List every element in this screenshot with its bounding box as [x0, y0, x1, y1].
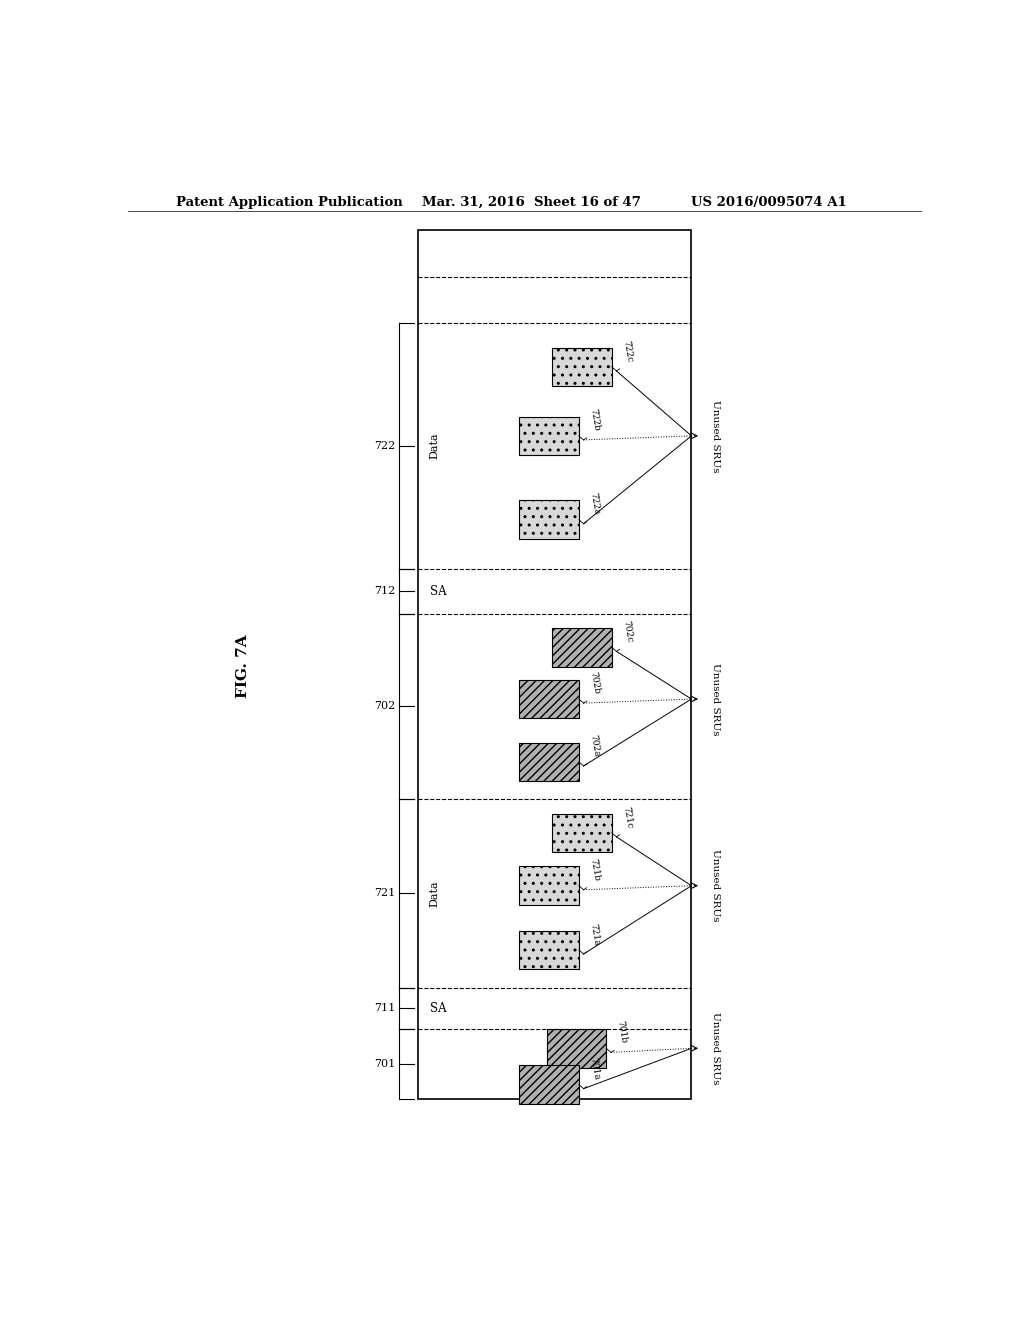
Text: 721a: 721a: [589, 923, 601, 946]
Text: 701a: 701a: [589, 1057, 601, 1081]
Text: Data: Data: [430, 880, 439, 907]
Text: 701: 701: [374, 1059, 395, 1069]
Text: 712: 712: [374, 586, 395, 597]
Bar: [552, 628, 611, 667]
Text: FIG. 7A: FIG. 7A: [237, 635, 250, 698]
Text: US 2016/0095074 A1: US 2016/0095074 A1: [691, 195, 847, 209]
Text: SA: SA: [430, 585, 446, 598]
Text: 721: 721: [374, 888, 395, 899]
Text: Data: Data: [430, 433, 439, 459]
Text: 721b: 721b: [589, 858, 601, 882]
Bar: [552, 813, 611, 853]
Bar: [552, 347, 611, 387]
Bar: [519, 680, 579, 718]
Text: Unused SRUs: Unused SRUs: [711, 850, 720, 921]
Bar: [519, 866, 579, 906]
Bar: [519, 931, 579, 969]
Bar: [519, 417, 579, 455]
Text: 722b: 722b: [589, 408, 601, 432]
Text: 702a: 702a: [589, 734, 601, 758]
Text: Patent Application Publication: Patent Application Publication: [176, 195, 402, 209]
Text: Mar. 31, 2016  Sheet 16 of 47: Mar. 31, 2016 Sheet 16 of 47: [422, 195, 640, 209]
Bar: [519, 500, 579, 539]
Bar: [519, 743, 579, 781]
Text: 722: 722: [374, 441, 395, 450]
Bar: [519, 1065, 579, 1104]
Text: 721c: 721c: [622, 805, 634, 829]
Text: 702: 702: [374, 701, 395, 711]
Text: Unused SRUs: Unused SRUs: [711, 663, 720, 735]
Text: 722a: 722a: [589, 492, 601, 516]
Text: Unused SRUs: Unused SRUs: [711, 1012, 720, 1085]
Text: 702c: 702c: [622, 620, 634, 643]
Text: Unused SRUs: Unused SRUs: [711, 400, 720, 473]
Text: 701b: 701b: [615, 1020, 629, 1044]
Text: 711: 711: [374, 1003, 395, 1014]
Text: SA: SA: [430, 1002, 446, 1015]
Text: 722c: 722c: [622, 339, 634, 363]
Bar: [418, 230, 691, 1098]
Bar: [547, 1030, 606, 1068]
Text: 702b: 702b: [589, 671, 601, 696]
